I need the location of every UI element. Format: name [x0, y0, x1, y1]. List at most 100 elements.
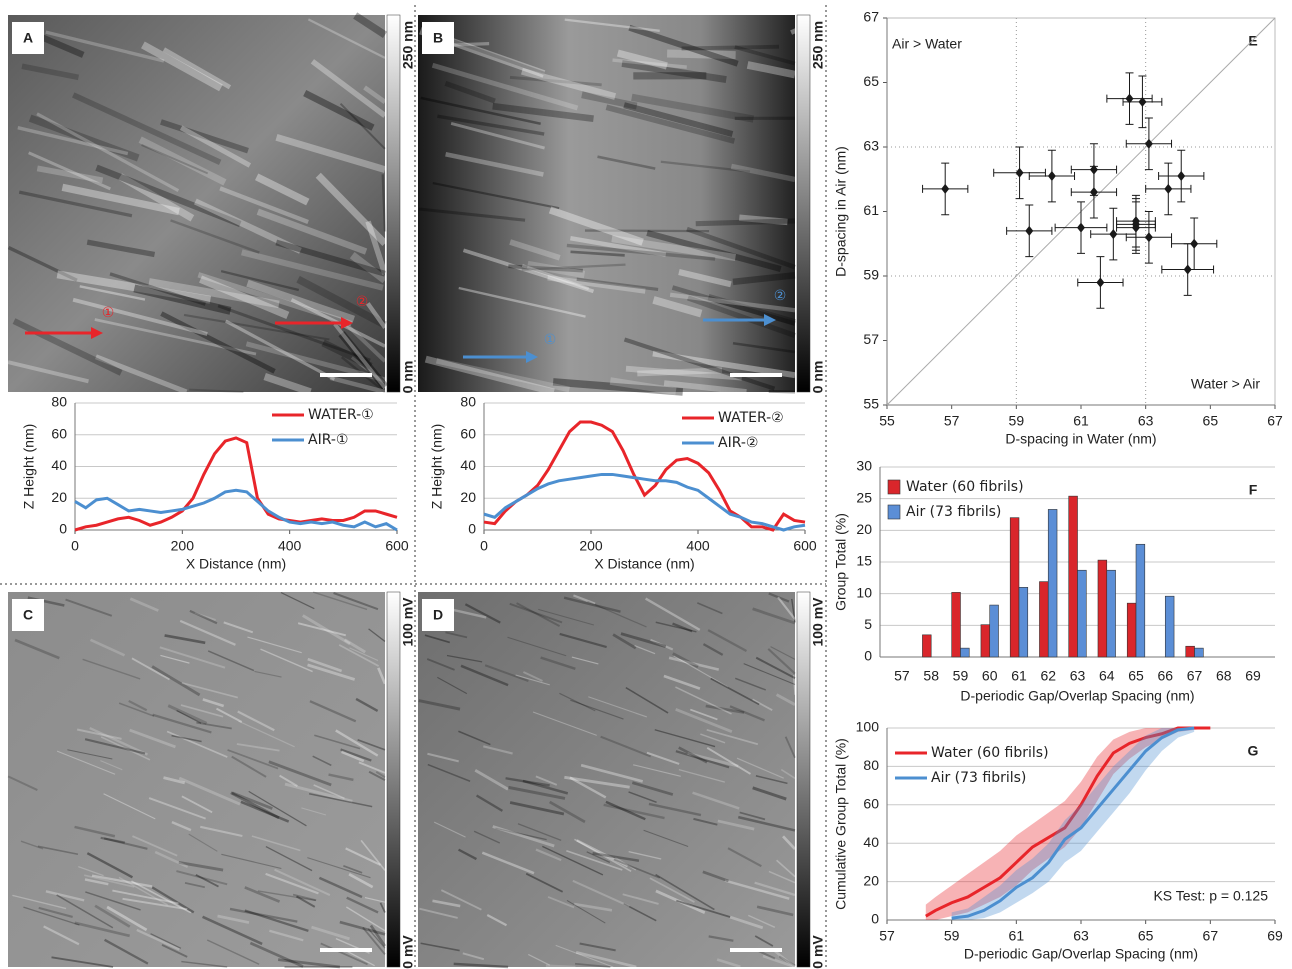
y-axis-label: Z Height (nm) — [429, 424, 445, 510]
legend-label: Water (60 fibrils) — [906, 479, 1024, 495]
bar — [1195, 648, 1204, 657]
panel-label: G — [1248, 743, 1259, 759]
panel-label: D — [433, 607, 443, 623]
y-tick-label: 0 — [871, 911, 879, 927]
x-tick-label: 67 — [1267, 413, 1283, 429]
y-tick-label: 20 — [460, 489, 476, 505]
y-tick-label: 40 — [51, 457, 67, 473]
y-tick-label: 57 — [863, 331, 879, 347]
colorbar — [387, 15, 400, 392]
colorbar — [387, 592, 400, 967]
x-tick-label: 61 — [1073, 413, 1089, 429]
legend-label: WATER-② — [718, 410, 784, 426]
x-tick-label: 59 — [1009, 413, 1025, 429]
x-tick-label: 0 — [480, 538, 488, 554]
y-tick-label: 20 — [51, 489, 67, 505]
legend-label: AIR-① — [308, 432, 348, 448]
y-tick-label: 5 — [864, 616, 872, 632]
y-tick-label: 10 — [856, 584, 872, 600]
x-tick-label: 400 — [686, 538, 710, 554]
x-tick-label: 59 — [944, 928, 960, 944]
texture — [637, 370, 722, 373]
y-tick-label: 59 — [863, 267, 879, 283]
legend-swatch — [888, 480, 900, 494]
texture — [682, 47, 779, 49]
bar — [1127, 603, 1136, 657]
x-tick-label: 63 — [1070, 668, 1086, 684]
x-tick-label: 61 — [1009, 928, 1025, 944]
marker-label: ② — [774, 288, 787, 304]
y-tick-label: 20 — [856, 521, 872, 537]
colorbar-max: 100 mV — [400, 597, 416, 647]
colorbar — [797, 15, 810, 392]
x-tick-label: 59 — [953, 668, 969, 684]
x-tick-label: 63 — [1073, 928, 1089, 944]
y-tick-label: 40 — [460, 457, 476, 473]
x-axis-label: X Distance (nm) — [594, 556, 694, 572]
x-axis-label: X Distance (nm) — [186, 556, 286, 572]
texture — [696, 221, 795, 224]
point — [1145, 232, 1153, 242]
x-tick-label: 600 — [793, 538, 817, 554]
x-tick-label: 55 — [879, 413, 895, 429]
point — [1096, 277, 1104, 287]
y-axis-label: Group Total (%) — [833, 513, 849, 611]
y-tick-label: 25 — [856, 489, 872, 505]
x-axis-label: D-periodic Gap/Overlap Spacing (nm) — [960, 688, 1194, 704]
point — [1077, 223, 1085, 233]
x-tick-label: 61 — [1011, 668, 1027, 684]
bar — [1186, 646, 1195, 657]
y-tick-label: 100 — [856, 719, 880, 735]
bar — [1019, 587, 1028, 657]
texture — [769, 391, 795, 392]
x-tick-label: 65 — [1203, 413, 1219, 429]
point — [1048, 171, 1056, 181]
y-tick-label: 40 — [863, 834, 879, 850]
x-tick-label: 57 — [944, 413, 960, 429]
x-axis-label: D-periodic Gap/Overlap Spacing (nm) — [964, 946, 1198, 962]
texture — [793, 29, 795, 33]
y-tick-label: 55 — [863, 396, 879, 412]
x-tick-label: 60 — [982, 668, 998, 684]
afm-image — [418, 592, 795, 967]
bar — [1078, 570, 1087, 657]
legend-label: Air (73 fibrils) — [906, 504, 1001, 520]
colorbar-max: 250 nm — [810, 21, 826, 69]
point — [1164, 184, 1172, 194]
y-tick-label: 60 — [460, 425, 476, 441]
legend-label: AIR-② — [718, 435, 758, 451]
colorbar-min: 0 mV — [810, 935, 826, 969]
bar — [960, 648, 969, 657]
bar — [1165, 596, 1174, 657]
x-tick-label: 67 — [1187, 668, 1203, 684]
bar — [1069, 496, 1078, 657]
y-tick-label: 60 — [863, 796, 879, 812]
x-tick-label: 200 — [171, 538, 195, 554]
colorbar-min: 0 mV — [400, 935, 416, 969]
x-tick-label: 62 — [1040, 668, 1056, 684]
point — [1184, 265, 1192, 275]
bar — [1048, 509, 1057, 657]
y-tick-label: 61 — [863, 202, 879, 218]
y-tick-label: 80 — [863, 757, 879, 773]
y-axis-label: Z Height (nm) — [21, 424, 37, 510]
legend-label: Water (60 fibrils) — [931, 745, 1049, 761]
bar — [981, 625, 990, 657]
point — [941, 184, 949, 194]
marker-label: ② — [356, 294, 369, 310]
y-tick-label: 0 — [59, 521, 67, 537]
x-tick-label: 200 — [579, 538, 603, 554]
point — [1025, 226, 1033, 236]
marker-label: ① — [102, 305, 115, 321]
y-tick-label: 30 — [856, 458, 872, 474]
x-tick-label: 600 — [385, 538, 409, 554]
series-line — [75, 490, 397, 530]
x-tick-label: 57 — [879, 928, 895, 944]
x-tick-label: 66 — [1157, 668, 1173, 684]
point — [1177, 171, 1185, 181]
x-tick-label: 65 — [1138, 928, 1154, 944]
x-tick-label: 400 — [278, 538, 302, 554]
colorbar — [797, 592, 810, 967]
colorbar-min: 0 nm — [400, 361, 416, 394]
bar — [1107, 570, 1116, 657]
